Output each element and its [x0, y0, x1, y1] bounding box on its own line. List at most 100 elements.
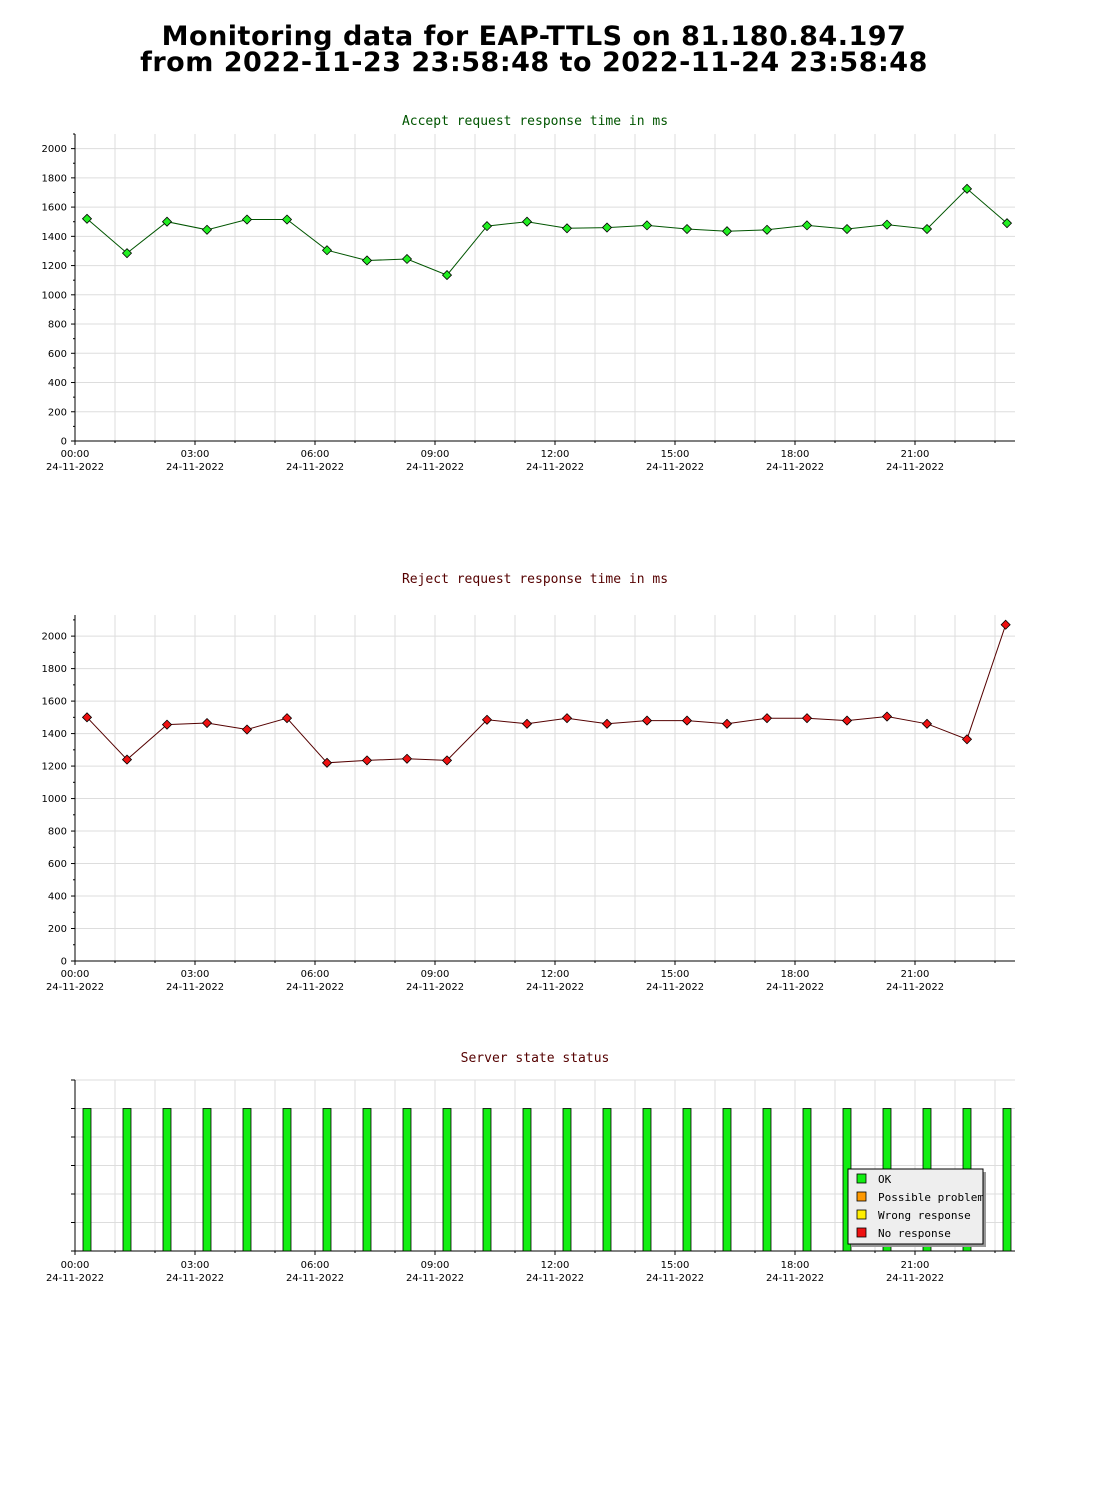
series-line: [86, 624, 1007, 764]
chart-title: Accept request response time in ms: [402, 114, 668, 129]
status-bar: [162, 1108, 172, 1252]
x-tick-label-date: 24-11-2022: [46, 982, 104, 993]
x-tick-label-date: 24-11-2022: [286, 462, 344, 473]
x-tick-label-date: 24-11-2022: [166, 1273, 224, 1284]
x-tick-label-date: 24-11-2022: [286, 1273, 344, 1284]
x-tick-label-time: 06:00: [301, 1260, 330, 1271]
data-point-marker: [441, 755, 453, 766]
x-tick-label-time: 00:00: [61, 969, 90, 980]
data-point-marker: [481, 221, 493, 232]
status-bar: [802, 1108, 812, 1252]
x-tick-label-date: 24-11-2022: [526, 1273, 584, 1284]
data-point-marker: [601, 222, 613, 233]
status-bar: [602, 1108, 612, 1252]
y-tick-label: 1400: [42, 232, 67, 243]
x-tick-label-date: 24-11-2022: [46, 462, 104, 473]
legend-label: No response: [878, 1227, 951, 1240]
x-tick-label-time: 03:00: [181, 1260, 210, 1271]
series-line: [86, 188, 1008, 276]
y-tick-label: 600: [48, 349, 67, 360]
x-tick-label-time: 18:00: [781, 449, 810, 460]
y-tick-label: 1200: [42, 762, 67, 773]
data-point-marker: [161, 719, 173, 730]
y-tick-label: 1200: [42, 261, 67, 272]
data-point-marker: [961, 183, 973, 194]
data-point-marker: [561, 223, 573, 234]
x-tick-label-date: 24-11-2022: [406, 1273, 464, 1284]
status-bar: [442, 1108, 452, 1252]
data-point-marker: [321, 757, 333, 768]
x-tick-label-time: 12:00: [541, 449, 570, 460]
data-point-marker: [441, 270, 453, 281]
x-tick-label-time: 15:00: [661, 1260, 690, 1271]
accept-response-time-chart: Accept request response time in ms 0 200 40…: [42, 114, 1015, 473]
data-point-marker: [681, 223, 693, 235]
legend-label: Wrong response: [878, 1209, 971, 1222]
y-tick-label: 1800: [42, 173, 67, 184]
data-point-marker: [281, 214, 293, 225]
x-tick-label-date: 24-11-2022: [406, 982, 464, 993]
page-title-line-2: from 2022-11-23 23:58:48 to 2022-11-24 2…: [140, 47, 928, 78]
y-tick-label: 400: [48, 892, 67, 903]
x-tick-label-date: 24-11-2022: [766, 982, 824, 993]
data-point-marker: [1001, 218, 1013, 229]
status-bar: [522, 1108, 532, 1252]
legend-swatch: [856, 1191, 867, 1202]
y-tick-label: 800: [48, 320, 67, 331]
data-point-marker: [201, 717, 213, 729]
x-tick-label-time: 00:00: [61, 449, 90, 460]
data-point-marker: [961, 734, 973, 745]
data-point-marker: [121, 248, 133, 259]
y-tick-label: 200: [48, 407, 67, 418]
data-point-marker: [921, 718, 933, 729]
x-tick-label-date: 24-11-2022: [766, 1273, 824, 1284]
status-bar: [762, 1108, 772, 1252]
x-tick-label-time: 00:00: [61, 1260, 90, 1271]
data-point-marker: [681, 715, 693, 726]
data-point-marker: [841, 715, 853, 726]
status-bar: [682, 1108, 692, 1252]
status-bar: [482, 1108, 492, 1252]
x-tick-label-date: 24-11-2022: [646, 462, 704, 473]
x-tick-label-date: 24-11-2022: [646, 1273, 704, 1284]
legend-box: [847, 1168, 984, 1245]
x-tick-label-time: 21:00: [901, 969, 930, 980]
x-tick-label-date: 24-11-2022: [646, 982, 704, 993]
x-tick-label-date: 24-11-2022: [766, 462, 824, 473]
status-bar: [122, 1108, 132, 1252]
y-tick-label: 600: [48, 859, 67, 870]
data-point-marker: [801, 220, 813, 231]
y-tick-label: 2000: [42, 632, 67, 643]
page-title-line-1: Monitoring data for EAP-TTLS on 81.180.8…: [161, 21, 907, 52]
data-point-marker: [361, 755, 373, 766]
x-tick-label-date: 24-11-2022: [886, 982, 944, 993]
data-point-marker: [521, 216, 533, 227]
data-point-marker: [721, 226, 733, 237]
x-tick-label-time: 09:00: [421, 969, 450, 980]
x-tick-label-time: 12:00: [541, 1260, 570, 1271]
data-point-marker: [361, 255, 373, 266]
x-tick-label-date: 24-11-2022: [286, 982, 344, 993]
x-tick-label-date: 24-11-2022: [886, 462, 944, 473]
data-point-marker: [641, 715, 653, 726]
chart-title: Reject request response time in ms: [402, 572, 668, 587]
status-bar: [362, 1108, 372, 1252]
y-tick-label: 1600: [42, 203, 67, 214]
data-point-marker: [561, 713, 573, 724]
y-tick-label: 2000: [42, 144, 67, 155]
chart-title: Server state status: [461, 1051, 610, 1066]
x-tick-label-date: 24-11-2022: [166, 982, 224, 993]
data-point-marker: [1000, 619, 1011, 630]
y-tick-label: 800: [48, 827, 67, 838]
x-tick-label-date: 24-11-2022: [46, 1273, 104, 1284]
data-point-marker: [81, 213, 93, 224]
y-tick-label: 1000: [42, 794, 67, 805]
x-tick-label-time: 18:00: [781, 1260, 810, 1271]
data-point-marker: [401, 753, 413, 764]
x-tick-label-date: 24-11-2022: [526, 462, 584, 473]
data-point-marker: [881, 219, 893, 230]
x-tick-label-date: 24-11-2022: [886, 1273, 944, 1284]
x-tick-label-time: 12:00: [541, 969, 570, 980]
data-point-marker: [881, 711, 893, 722]
